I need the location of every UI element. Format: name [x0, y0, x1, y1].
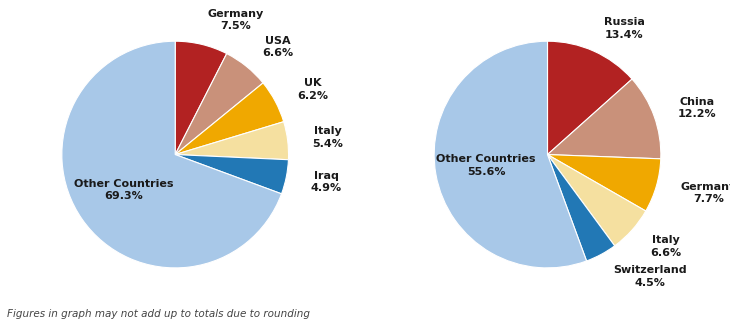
Text: Switzerland
4.5%: Switzerland 4.5%	[613, 265, 687, 288]
Wedge shape	[548, 41, 632, 155]
Text: Other Countries
69.3%: Other Countries 69.3%	[74, 179, 174, 201]
Wedge shape	[548, 155, 615, 261]
Text: Italy
5.4%: Italy 5.4%	[312, 126, 343, 149]
Text: Iraq
4.9%: Iraq 4.9%	[311, 171, 342, 193]
Wedge shape	[175, 53, 263, 155]
Text: Germany
7.5%: Germany 7.5%	[207, 9, 264, 31]
Wedge shape	[175, 83, 284, 155]
Text: Russia
13.4%: Russia 13.4%	[604, 17, 645, 40]
Wedge shape	[434, 41, 587, 268]
Wedge shape	[175, 122, 288, 160]
Wedge shape	[548, 155, 661, 211]
Text: UK
6.2%: UK 6.2%	[297, 78, 328, 101]
Text: USA
6.6%: USA 6.6%	[262, 36, 293, 58]
Wedge shape	[548, 155, 646, 246]
Wedge shape	[175, 155, 288, 194]
Wedge shape	[175, 41, 227, 155]
Text: Other Countries
55.6%: Other Countries 55.6%	[437, 154, 536, 177]
Text: Italy
6.6%: Italy 6.6%	[650, 235, 682, 258]
Wedge shape	[62, 41, 282, 268]
Text: Figures in graph may not add up to totals due to rounding: Figures in graph may not add up to total…	[7, 309, 310, 319]
Text: Germany
7.7%: Germany 7.7%	[680, 182, 730, 204]
Wedge shape	[548, 79, 661, 159]
Text: China
12.2%: China 12.2%	[677, 97, 716, 119]
